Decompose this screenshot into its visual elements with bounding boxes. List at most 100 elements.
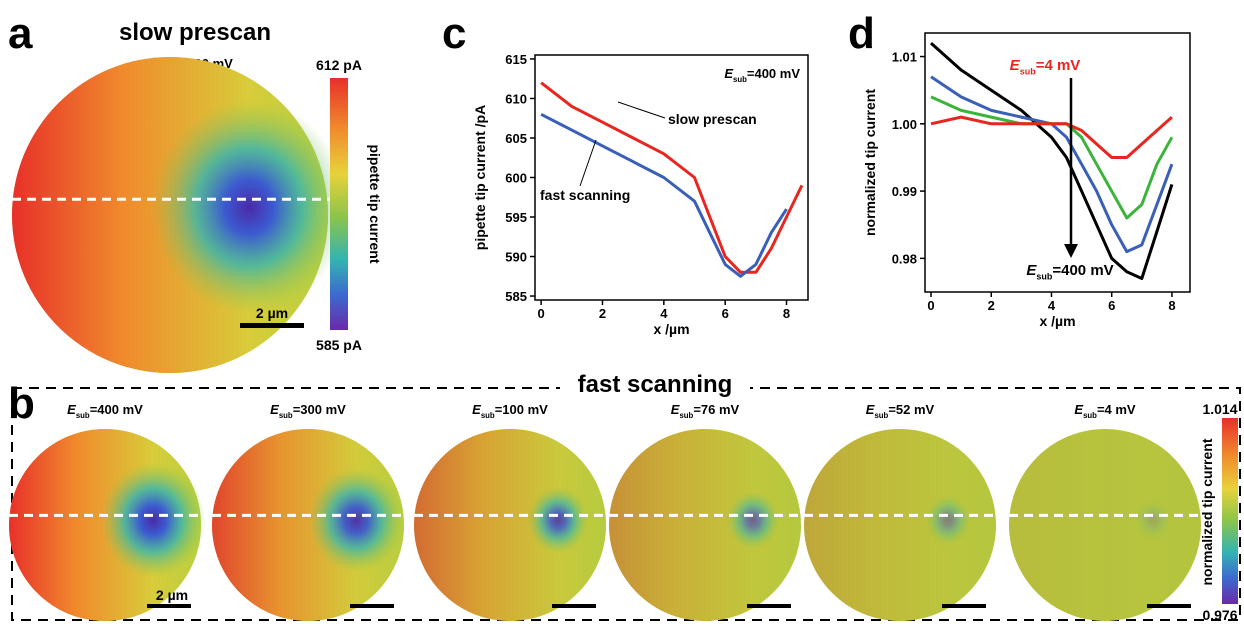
value: =400 mV xyxy=(1052,262,1113,279)
y-tick-label: 1.01 xyxy=(892,50,917,65)
subscript: sub xyxy=(733,75,747,84)
disc-spot xyxy=(726,490,780,550)
scale-bar xyxy=(942,604,986,608)
disc-spot xyxy=(151,99,347,315)
y-tick-label: 1.00 xyxy=(892,117,917,132)
symbol: E xyxy=(866,402,875,417)
label: 0.976 xyxy=(1202,607,1237,623)
scale-bar xyxy=(1147,604,1191,608)
symbol: E xyxy=(1026,262,1037,279)
value: =4 mV xyxy=(1097,402,1136,417)
y-axis-label: normalized tip current xyxy=(862,89,878,236)
series-line xyxy=(930,115,1173,159)
scale-bar xyxy=(147,604,191,608)
x-tick-label: 8 xyxy=(1168,298,1175,313)
potential-label: Esub=76 mV xyxy=(671,402,740,420)
symbol: E xyxy=(472,402,481,417)
x-tick-label: 8 xyxy=(783,306,790,321)
y-tick-label: 610 xyxy=(505,91,527,106)
value: =400 mV xyxy=(90,402,143,417)
value: =300 mV xyxy=(293,402,346,417)
x-tick-label: 2 xyxy=(599,306,606,321)
panel-label: b xyxy=(8,379,35,428)
symbol: E xyxy=(1074,402,1083,417)
disc-base xyxy=(609,429,801,621)
panel-label: d xyxy=(848,9,875,58)
disc-spot xyxy=(308,467,404,573)
label: 2 µm xyxy=(256,305,288,321)
symbol: E xyxy=(671,402,680,417)
series-line xyxy=(540,81,804,274)
panel-label: a xyxy=(8,9,33,58)
y-tick-label: 0.99 xyxy=(892,184,917,199)
subscript: sub xyxy=(874,411,888,420)
heatmap-disc xyxy=(1009,429,1206,621)
series-name: fast scanning xyxy=(540,187,630,203)
y-tick-label: 590 xyxy=(505,250,527,265)
disc-base xyxy=(804,429,996,621)
potential-label: Esub=4 mV xyxy=(1074,402,1136,420)
potential-label: Esub=400 mV xyxy=(724,66,800,84)
label: normalized tip current xyxy=(1199,438,1215,585)
x-tick-label: 6 xyxy=(722,306,729,321)
colorbar xyxy=(330,78,348,330)
y-tick-label: 605 xyxy=(505,131,527,146)
value: =100 mV xyxy=(495,402,548,417)
series-line xyxy=(930,41,1174,280)
y-tick-label: 585 xyxy=(505,289,527,304)
plot-frame xyxy=(924,32,1191,293)
plot-frame xyxy=(534,54,809,301)
y-axis-label: pipette tip current /pA xyxy=(472,105,488,250)
heatmap-disc xyxy=(804,429,1001,621)
label: 585 pA xyxy=(316,337,362,353)
panel-title: slow prescan xyxy=(119,19,271,46)
symbol: E xyxy=(1010,57,1021,74)
series-line xyxy=(930,75,1174,254)
series-line xyxy=(930,95,1174,220)
colorbar xyxy=(1222,418,1238,604)
heatmap-disc xyxy=(9,429,206,621)
x-tick-label: 2 xyxy=(988,298,995,313)
scale-bar xyxy=(350,604,394,608)
x-tick-label: 0 xyxy=(927,298,934,313)
potential-label: Esub=400 mV xyxy=(67,402,143,420)
subscript: sub xyxy=(679,411,693,420)
label: pipette tip current xyxy=(367,144,383,263)
panel-title: fast scanning xyxy=(578,371,733,398)
x-tick-label: 4 xyxy=(660,306,668,321)
symbol: E xyxy=(270,402,279,417)
subscript: sub xyxy=(1083,411,1097,420)
leader xyxy=(617,101,666,119)
heatmap-disc xyxy=(414,429,611,621)
y-tick-label: 615 xyxy=(505,52,527,67)
scale-bar xyxy=(552,604,596,608)
disc-spot xyxy=(100,462,206,579)
subscript: sub xyxy=(1020,67,1037,77)
x-tick-label: 6 xyxy=(1108,298,1115,313)
potential-label: Esub=52 mV xyxy=(866,402,935,420)
disc-base xyxy=(1009,429,1201,621)
y-tick-label: 595 xyxy=(505,210,527,225)
subscript: sub xyxy=(279,411,293,420)
label: 2 µm xyxy=(156,587,188,603)
potential-label: Esub=100 mV xyxy=(472,402,548,420)
label: 612 pA xyxy=(316,57,362,73)
subscript: sub xyxy=(1036,272,1053,282)
potential-label: Esub=300 mV xyxy=(270,402,346,420)
heatmap-disc xyxy=(12,57,347,373)
subscript: sub xyxy=(481,411,495,420)
value: =76 mV xyxy=(693,402,739,417)
series-line xyxy=(540,112,788,278)
heatmap-disc xyxy=(212,429,409,621)
y-tick-label: 0.98 xyxy=(892,251,917,266)
x-axis-label: x /µm xyxy=(1039,313,1075,329)
title-bg xyxy=(560,370,750,398)
arrow-head xyxy=(1064,244,1078,258)
x-tick-label: 0 xyxy=(538,306,545,321)
x-axis-label: x /µm xyxy=(653,321,689,337)
disc-spot xyxy=(527,486,589,554)
disc-base xyxy=(414,429,606,621)
series-name: slow prescan xyxy=(668,111,757,127)
